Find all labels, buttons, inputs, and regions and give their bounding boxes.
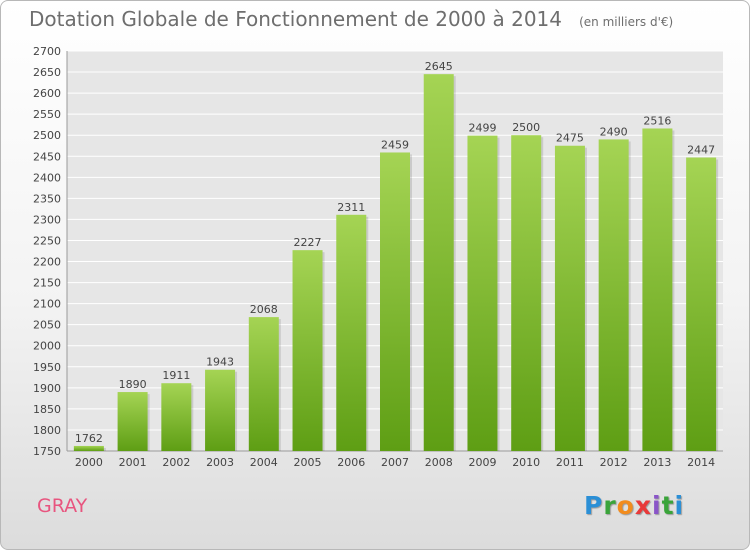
y-tick-label: 2600 xyxy=(33,87,61,100)
y-tick-label: 2150 xyxy=(33,277,61,290)
y-tick-label: 1800 xyxy=(33,424,61,437)
bar xyxy=(686,157,717,452)
data-label: 1762 xyxy=(75,432,103,445)
y-tick-label: 2650 xyxy=(33,66,61,79)
commune-name: GRAY xyxy=(37,495,88,517)
logo-letter: i xyxy=(652,491,662,520)
bar xyxy=(73,445,104,451)
data-label: 2068 xyxy=(250,303,278,316)
bar xyxy=(511,135,542,452)
data-label: 2490 xyxy=(600,125,628,138)
y-tick-label: 2400 xyxy=(33,171,61,184)
y-tick-label: 2300 xyxy=(33,213,61,226)
y-tick-label: 2450 xyxy=(33,150,61,163)
x-tick-label: 2003 xyxy=(206,456,234,469)
x-tick-label: 2004 xyxy=(250,456,278,469)
y-tick-label: 1750 xyxy=(33,445,61,458)
x-tick-label: 2011 xyxy=(556,456,584,469)
x-tick-label: 2007 xyxy=(381,456,409,469)
bar xyxy=(336,214,367,451)
data-label: 1911 xyxy=(162,369,190,382)
y-tick-label: 2700 xyxy=(33,45,61,58)
y-tick-label: 1950 xyxy=(33,361,61,374)
data-label: 2500 xyxy=(512,121,540,134)
data-label: 2459 xyxy=(381,138,409,151)
x-tick-label: 2005 xyxy=(294,456,322,469)
logo-letter: o xyxy=(616,491,635,520)
y-tick-label: 2550 xyxy=(33,108,61,121)
logo-letter: i xyxy=(674,491,685,520)
x-tick-label: 2006 xyxy=(337,456,365,469)
y-tick-label: 2500 xyxy=(33,129,61,142)
y-tick-label: 1850 xyxy=(33,403,61,416)
data-label: 2516 xyxy=(643,114,671,127)
y-tick-label: 2200 xyxy=(33,256,61,269)
data-label: 2499 xyxy=(468,122,496,135)
bar xyxy=(554,145,585,451)
x-tick-label: 2012 xyxy=(600,456,628,469)
data-label: 2311 xyxy=(337,201,365,214)
data-label: 2447 xyxy=(687,144,715,157)
bar xyxy=(642,128,673,451)
chart-unit: (en milliers d'€) xyxy=(579,15,674,29)
proxiti-logo: Proxiti xyxy=(584,491,684,520)
y-tick-label: 2250 xyxy=(33,234,61,247)
data-label: 2475 xyxy=(556,132,584,145)
y-tick-label: 2100 xyxy=(33,298,61,311)
chart-title-block: Dotation Globale de Fonctionnement de 20… xyxy=(29,7,673,31)
x-tick-label: 2002 xyxy=(162,456,190,469)
x-tick-label: 2009 xyxy=(468,456,496,469)
y-tick-label: 2000 xyxy=(33,340,61,353)
chart-title: Dotation Globale de Fonctionnement de 20… xyxy=(29,7,562,31)
data-label: 2645 xyxy=(425,60,453,73)
logo-letter: P xyxy=(584,491,604,520)
x-tick-label: 2014 xyxy=(687,456,715,469)
bar xyxy=(292,250,323,451)
bar xyxy=(467,135,498,451)
x-tick-label: 2010 xyxy=(512,456,540,469)
bar xyxy=(598,139,629,451)
bar xyxy=(380,152,410,451)
data-label: 1890 xyxy=(119,378,147,391)
logo-letter: x xyxy=(634,491,652,520)
y-tick-label: 1900 xyxy=(33,382,61,395)
data-label: 2227 xyxy=(294,236,322,249)
logo-letter: t xyxy=(661,491,675,520)
bar xyxy=(117,392,148,451)
x-tick-label: 2013 xyxy=(643,456,671,469)
bar xyxy=(205,369,236,451)
bar xyxy=(423,74,454,451)
x-tick-label: 2000 xyxy=(75,456,103,469)
bar xyxy=(248,317,279,451)
x-tick-label: 2008 xyxy=(425,456,453,469)
data-label: 1943 xyxy=(206,356,234,369)
logo-letter: r xyxy=(603,491,617,520)
bar xyxy=(161,383,192,451)
y-tick-label: 2350 xyxy=(33,192,61,205)
x-tick-label: 2001 xyxy=(119,456,147,469)
y-tick-label: 2050 xyxy=(33,319,61,332)
